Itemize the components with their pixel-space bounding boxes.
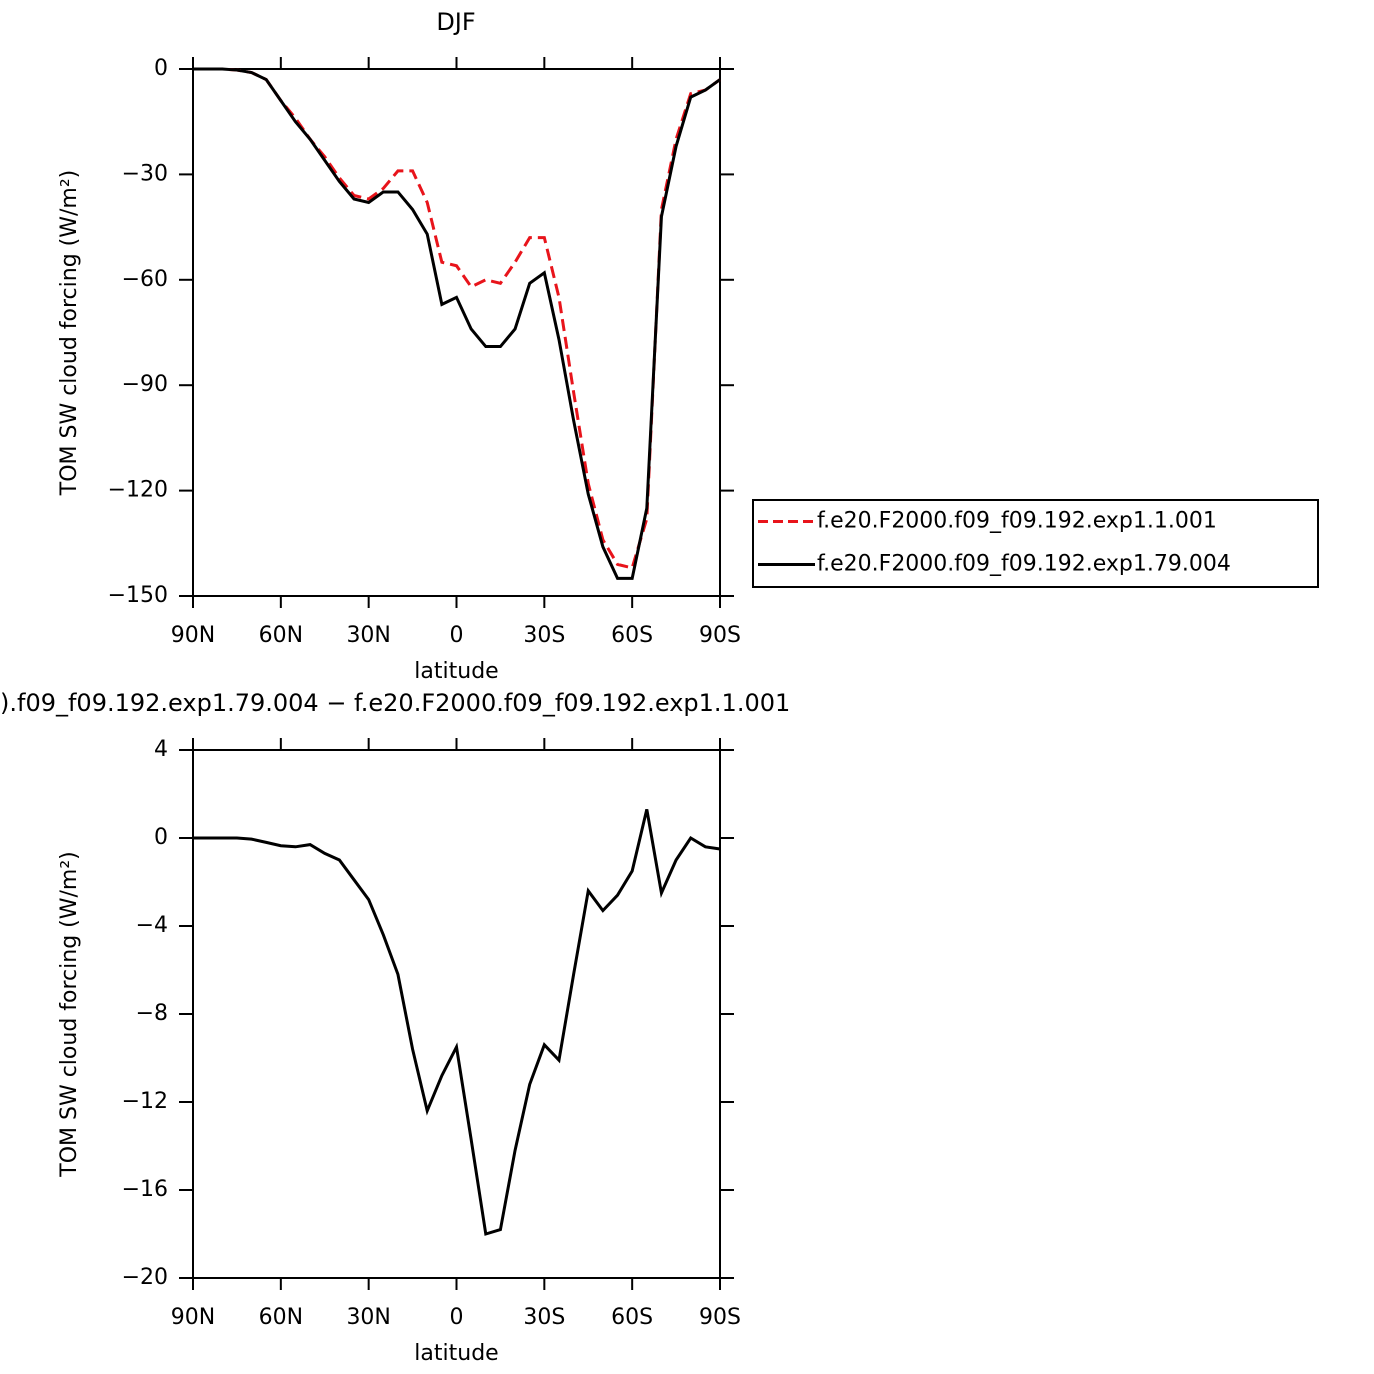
x-tick-label: 30N: [346, 623, 390, 648]
x-tick-label: 90S: [699, 1305, 741, 1330]
y-tick-label: −8: [136, 1001, 168, 1026]
y-tick-label: −16: [122, 1177, 168, 1202]
legend-label: f.e20.F2000.f09_f09.192.exp1.79.004: [817, 552, 1231, 577]
y-tick-label: −150: [108, 583, 168, 608]
x-tick-label: 90N: [171, 1305, 215, 1330]
y-tick-label: −90: [122, 372, 168, 397]
y-axis-label: TOM SW cloud forcing (W/m²): [57, 170, 82, 496]
y-tick-label: −12: [122, 1089, 168, 1114]
plot-frame: [192, 68, 721, 597]
y-axis-label: TOM SW cloud forcing (W/m²): [57, 851, 82, 1177]
y-tick-label: 4: [154, 737, 168, 762]
x-tick-label: 90S: [699, 623, 741, 648]
x-tick-label: 60N: [259, 1305, 303, 1330]
chart-title: ).f09_f09.192.exp1.79.004 − f.e20.F2000.…: [0, 689, 790, 717]
x-tick-label: 60S: [611, 623, 653, 648]
chart-title: DJF: [436, 8, 475, 36]
x-tick-label: 30N: [346, 1305, 390, 1330]
plot-frame: [192, 749, 721, 1279]
x-tick-label: 0: [450, 623, 464, 648]
x-tick-label: 60S: [611, 1305, 653, 1330]
x-tick-label: 60N: [259, 623, 303, 648]
y-tick-label: −30: [122, 161, 168, 186]
y-tick-label: 0: [154, 56, 168, 81]
data-line: [193, 809, 721, 1236]
data-line: [193, 67, 721, 580]
x-tick-label: 30S: [523, 1305, 565, 1330]
legend-box: [752, 499, 1319, 588]
y-tick-label: −4: [136, 913, 168, 938]
x-tick-label: 90N: [171, 623, 215, 648]
x-axis-label: latitude: [414, 1341, 498, 1366]
legend-label: f.e20.F2000.f09_f09.192.exp1.1.001: [817, 509, 1217, 534]
x-tick-label: 0: [450, 1305, 464, 1330]
x-axis-label: latitude: [414, 659, 498, 684]
y-tick-label: −20: [122, 1265, 168, 1290]
y-tick-label: −120: [108, 478, 168, 503]
x-tick-label: 30S: [523, 623, 565, 648]
y-tick-label: 0: [154, 825, 168, 850]
y-tick-label: −60: [122, 267, 168, 292]
data-line: [193, 67, 721, 570]
